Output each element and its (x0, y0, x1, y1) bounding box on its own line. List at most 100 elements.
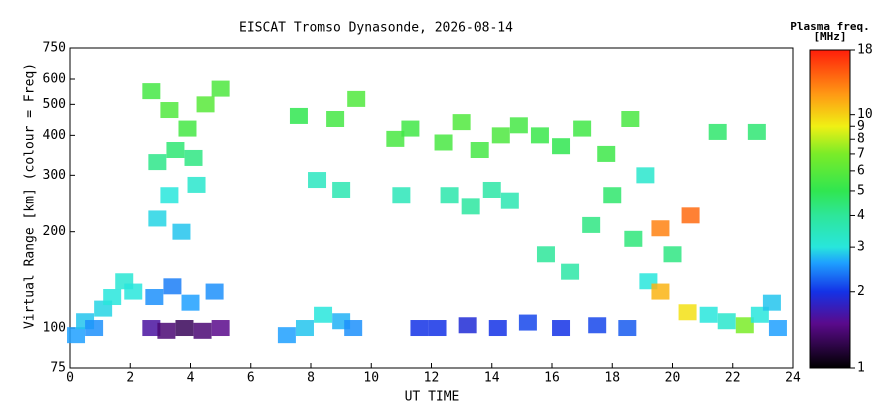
x-tick-label: 10 (363, 371, 379, 386)
echo-point (735, 317, 754, 334)
echo-point (326, 110, 345, 127)
echo-point (392, 187, 411, 204)
y-tick-label: 200 (43, 224, 66, 239)
colorbar-tick-label: 7 (857, 146, 865, 161)
colorbar-unit: [MHz] (813, 30, 846, 43)
echo-point (440, 187, 459, 204)
colorbar-tick-label: 5 (857, 183, 865, 198)
echo-point (163, 278, 182, 295)
echo-point (314, 306, 333, 323)
echo-point (500, 192, 519, 209)
echo-point (624, 230, 643, 247)
echo-point (142, 83, 161, 100)
echo-point (175, 320, 194, 337)
echo-point (178, 120, 197, 137)
colorbar-title: Plasma freq. (790, 20, 869, 33)
colorbar-tick-label: 10 (857, 107, 873, 122)
echo-point (552, 320, 571, 337)
echo-point (618, 320, 637, 337)
echo-point (181, 294, 200, 311)
echo-point (603, 187, 622, 204)
echo-point (597, 145, 616, 162)
echo-point (344, 320, 363, 337)
colorbar-tick-label: 18 (857, 43, 873, 58)
echo-point (184, 149, 203, 166)
colorbar-tick-label: 1 (857, 361, 865, 376)
echo-point (552, 138, 571, 155)
y-tick-label: 75 (50, 361, 66, 376)
y-tick-label: 500 (43, 97, 66, 112)
echo-point (410, 320, 429, 337)
echo-point (681, 207, 700, 224)
echo-point (166, 142, 185, 159)
colorbar-tick-label: 2 (857, 284, 865, 299)
echo-point (663, 246, 682, 263)
chart-title: EISCAT Tromso Dynasonde, 2026-08-14 (239, 21, 513, 36)
x-tick-label: 16 (544, 371, 560, 386)
echo-point (651, 220, 670, 237)
echo-point (582, 216, 601, 233)
echo-point (768, 320, 787, 337)
x-tick-label: 22 (725, 371, 741, 386)
echo-point (434, 134, 453, 151)
echo-point (142, 320, 161, 337)
echo-point (530, 127, 549, 144)
colorbar-tick-label: 9 (857, 119, 865, 134)
colorbar-tick-label: 6 (857, 163, 865, 178)
echo-point (172, 223, 191, 240)
echo-point (295, 320, 314, 337)
echo-point (289, 107, 308, 124)
colorbar-tick-label: 8 (857, 132, 865, 147)
y-tick-label: 100 (43, 321, 66, 336)
echo-point (747, 123, 766, 140)
x-tick-label: 14 (484, 371, 500, 386)
echo-point (452, 114, 471, 131)
echo-point (160, 102, 179, 119)
echo-point (491, 127, 510, 144)
echo-point (717, 313, 736, 330)
x-tick-label: 0 (66, 371, 74, 386)
echo-point (621, 110, 640, 127)
echo-point (458, 317, 477, 334)
x-tick-label: 20 (665, 371, 681, 386)
colorbar-tick-label: 3 (857, 240, 865, 255)
echo-point (636, 167, 655, 184)
x-tick-label: 2 (126, 371, 134, 386)
echo-point (573, 120, 592, 137)
echo-point (124, 283, 143, 300)
y-tick-label: 300 (43, 168, 66, 183)
echo-point (461, 198, 480, 215)
echo-point (85, 320, 104, 337)
echo-point (699, 306, 718, 323)
colorbar-tick-label: 4 (857, 208, 865, 223)
x-tick-label: 12 (424, 371, 440, 386)
echo-point (536, 246, 555, 263)
echo-point (277, 327, 296, 344)
echo-point (196, 96, 215, 113)
echo-point (386, 130, 405, 147)
x-axis-label: UT TIME (405, 390, 460, 405)
echo-point (193, 322, 212, 339)
colorbar (809, 49, 851, 369)
echo-point (561, 263, 580, 280)
echo-point (211, 320, 230, 337)
echo-point (750, 306, 769, 323)
echo-point (148, 154, 167, 171)
echo-point (762, 294, 781, 311)
echo-point (401, 120, 420, 137)
echo-point (308, 172, 327, 189)
echo-point (67, 327, 86, 344)
y-axis-label: Virtual Range [km] (colour = Freq) (23, 63, 38, 329)
echo-point (482, 181, 501, 198)
y-tick-label: 600 (43, 72, 66, 87)
echo-point (708, 123, 727, 140)
echo-point (488, 320, 507, 337)
echo-point (428, 320, 447, 337)
x-tick-label: 6 (247, 371, 255, 386)
y-tick-label: 750 (43, 41, 66, 56)
echo-point (588, 317, 607, 334)
x-tick-label: 24 (785, 371, 801, 386)
echo-point (157, 322, 176, 339)
echo-point (187, 176, 206, 193)
